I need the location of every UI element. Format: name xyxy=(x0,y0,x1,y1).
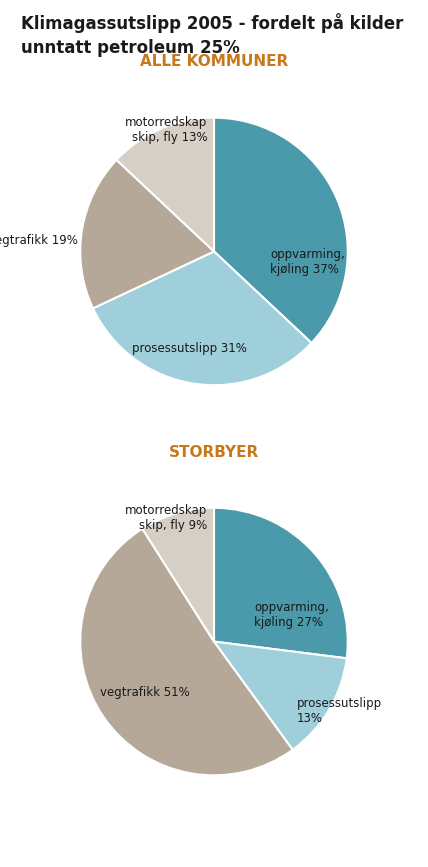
Text: prosessutslipp 31%: prosessutslipp 31% xyxy=(133,342,247,355)
Wedge shape xyxy=(214,642,347,750)
Wedge shape xyxy=(80,529,293,775)
Text: unntatt petroleum 25%: unntatt petroleum 25% xyxy=(21,39,240,57)
Text: vegtrafikk 51%: vegtrafikk 51% xyxy=(100,686,189,699)
Text: oppvarming,
kjøling 37%: oppvarming, kjøling 37% xyxy=(270,248,345,276)
Text: motorredskap
skip, fly 9%: motorredskap skip, fly 9% xyxy=(125,504,207,532)
Wedge shape xyxy=(93,251,312,385)
Wedge shape xyxy=(214,508,348,658)
Text: vegtrafikk 19%: vegtrafikk 19% xyxy=(0,234,77,247)
Title: ALLE KOMMUNER: ALLE KOMMUNER xyxy=(140,55,288,69)
Wedge shape xyxy=(116,118,214,251)
Text: prosessutslipp
13%: prosessutslipp 13% xyxy=(297,697,382,725)
Wedge shape xyxy=(80,160,214,309)
Text: motorredskap
skip, fly 13%: motorredskap skip, fly 13% xyxy=(125,116,207,145)
Text: oppvarming,
kjøling 27%: oppvarming, kjøling 27% xyxy=(254,601,329,629)
Wedge shape xyxy=(214,118,348,343)
Wedge shape xyxy=(143,508,214,642)
Title: STORBYER: STORBYER xyxy=(169,445,259,460)
Text: Klimagassutslipp 2005 - fordelt på kilder: Klimagassutslipp 2005 - fordelt på kilde… xyxy=(21,13,404,33)
